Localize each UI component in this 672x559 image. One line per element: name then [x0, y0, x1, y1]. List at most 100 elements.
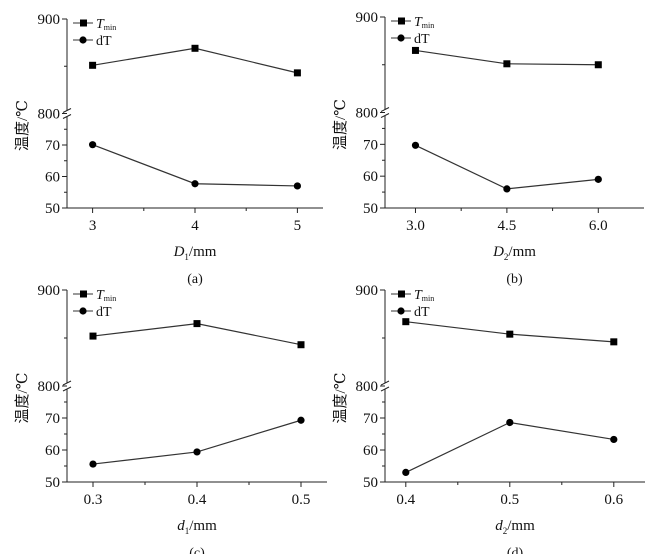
x-tick-label: 4.5 — [498, 218, 517, 234]
data-point-dT — [193, 448, 201, 456]
y-tick-label: 900 — [356, 283, 379, 299]
legend-marker-square — [398, 290, 405, 298]
legend-marker-circle — [79, 36, 87, 44]
y-tick-label: 900 — [38, 283, 61, 299]
x-axis-label: D2/mm — [492, 244, 536, 262]
y-tick-label: 60 — [363, 169, 378, 185]
y-tick-label: 900 — [38, 12, 61, 28]
x-tick-label: 6.0 — [589, 218, 608, 234]
legend-label-var: T — [414, 15, 423, 30]
x-axis-label-var: d — [177, 518, 185, 534]
data-point-Tmin — [411, 46, 419, 54]
data-point-Tmin — [402, 318, 410, 326]
x-tick-label: 0.4 — [396, 492, 415, 508]
x-tick-label: 3.0 — [406, 218, 425, 234]
legend-marker-square — [398, 17, 405, 25]
y-tick-label: 70 — [363, 137, 378, 153]
x-tick-label: 5 — [294, 218, 302, 234]
legend-label-text: dT — [414, 305, 430, 320]
x-axis-label-sub: 2 — [503, 526, 508, 536]
y-tick-label: 70 — [363, 411, 378, 427]
x-tick-label: 0.6 — [604, 492, 623, 508]
y-tick-label: 50 — [45, 475, 60, 491]
legend-label-sub: min — [104, 23, 116, 32]
data-point-Tmin — [293, 69, 301, 77]
legend-marker-circle — [79, 307, 87, 315]
legend-label-var: T — [414, 288, 423, 303]
y-tick-label: 60 — [363, 443, 378, 459]
chart-panel-a: 900 800 70 60 50 3 4 5 D1/mm (a) 温度/℃ Tmin dT — [14, 12, 323, 287]
x-tick-label: 0.3 — [84, 492, 103, 508]
legend-label-text: dT — [96, 34, 112, 49]
data-point-Tmin — [89, 332, 97, 340]
x-axis-label-sub: 2 — [504, 252, 509, 262]
axis-break-mark — [380, 107, 390, 118]
axis-break-mark — [62, 108, 72, 119]
data-point-dT — [293, 182, 301, 190]
y-tick-label: 800 — [356, 106, 379, 122]
y-tick-label: 70 — [45, 138, 60, 154]
series-line-dT — [415, 144, 599, 190]
x-axis-label: d1/mm — [177, 518, 217, 536]
y-tick-label: 800 — [356, 379, 379, 395]
data-point-Tmin — [191, 44, 199, 52]
legend-label-var: T — [96, 288, 105, 303]
data-point-dT — [89, 460, 97, 468]
legend-label-var: T — [96, 17, 105, 32]
x-tick-label: 0.5 — [292, 492, 311, 508]
axis-break-mark — [380, 380, 390, 392]
y-tick-label: 70 — [45, 411, 60, 427]
y-axis-label: 温度/℃ — [14, 100, 31, 151]
data-point-dT — [506, 418, 514, 427]
legend-label: dT — [96, 305, 112, 320]
x-axis-label-unit: /mm — [189, 244, 217, 260]
x-axis-label: d2/mm — [495, 518, 535, 536]
data-point-Tmin — [503, 60, 511, 68]
data-point-dT — [297, 416, 305, 424]
x-axis-label-unit: /mm — [507, 518, 535, 534]
legend-label: dT — [96, 34, 112, 49]
x-tick-label: 0.4 — [188, 492, 207, 508]
y-tick-label: 50 — [363, 201, 378, 217]
data-point-dT — [594, 175, 602, 183]
data-point-dT — [610, 435, 618, 444]
y-tick-label: 50 — [45, 201, 60, 217]
data-point-Tmin — [610, 338, 618, 346]
legend-label: dT — [414, 305, 430, 320]
legend-label-sub: min — [422, 21, 434, 30]
panel-caption: (c) — [189, 546, 205, 554]
legend-marker-circle — [397, 307, 405, 315]
legend-label: Tmin — [414, 288, 434, 303]
y-tick-label: 900 — [356, 10, 379, 26]
series-line-Tmin — [92, 47, 298, 74]
legend-label: Tmin — [96, 288, 116, 303]
y-tick-label: 800 — [38, 379, 61, 395]
data-point-dT — [89, 141, 97, 149]
data-point-Tmin — [594, 61, 602, 69]
x-axis-label-sub: 1 — [184, 252, 189, 262]
x-axis-label: D1/mm — [173, 244, 217, 262]
y-tick-label: 800 — [38, 107, 61, 123]
y-tick-label: 60 — [45, 170, 60, 186]
x-axis-label-unit: /mm — [508, 244, 536, 260]
series-line-dT — [405, 421, 614, 473]
data-point-dT — [411, 141, 420, 149]
y-axis-label: 温度/℃ — [14, 373, 31, 424]
x-tick-label: 4 — [191, 218, 199, 234]
legend-label-text: dT — [414, 32, 430, 47]
legend-label-sub: min — [422, 294, 434, 303]
legend-marker-circle — [397, 34, 405, 42]
legend-label-text: dT — [96, 305, 112, 320]
x-axis-label-sub: 1 — [185, 526, 190, 536]
panel-caption: (d) — [507, 546, 524, 554]
y-tick-label: 60 — [45, 443, 60, 459]
x-tick-label: 0.5 — [500, 492, 519, 508]
x-tick-label: 3 — [89, 218, 97, 234]
chart-panel-b: 900 800 70 60 50 3.0 4.5 6.0 D2/mm (b) 温度/℃ Tmin dT — [332, 10, 644, 287]
x-axis-label-var: D — [173, 244, 185, 260]
y-axis-label: 温度/℃ — [332, 373, 349, 424]
legend-label: Tmin — [414, 15, 434, 30]
legend-label-sub: min — [104, 294, 116, 303]
